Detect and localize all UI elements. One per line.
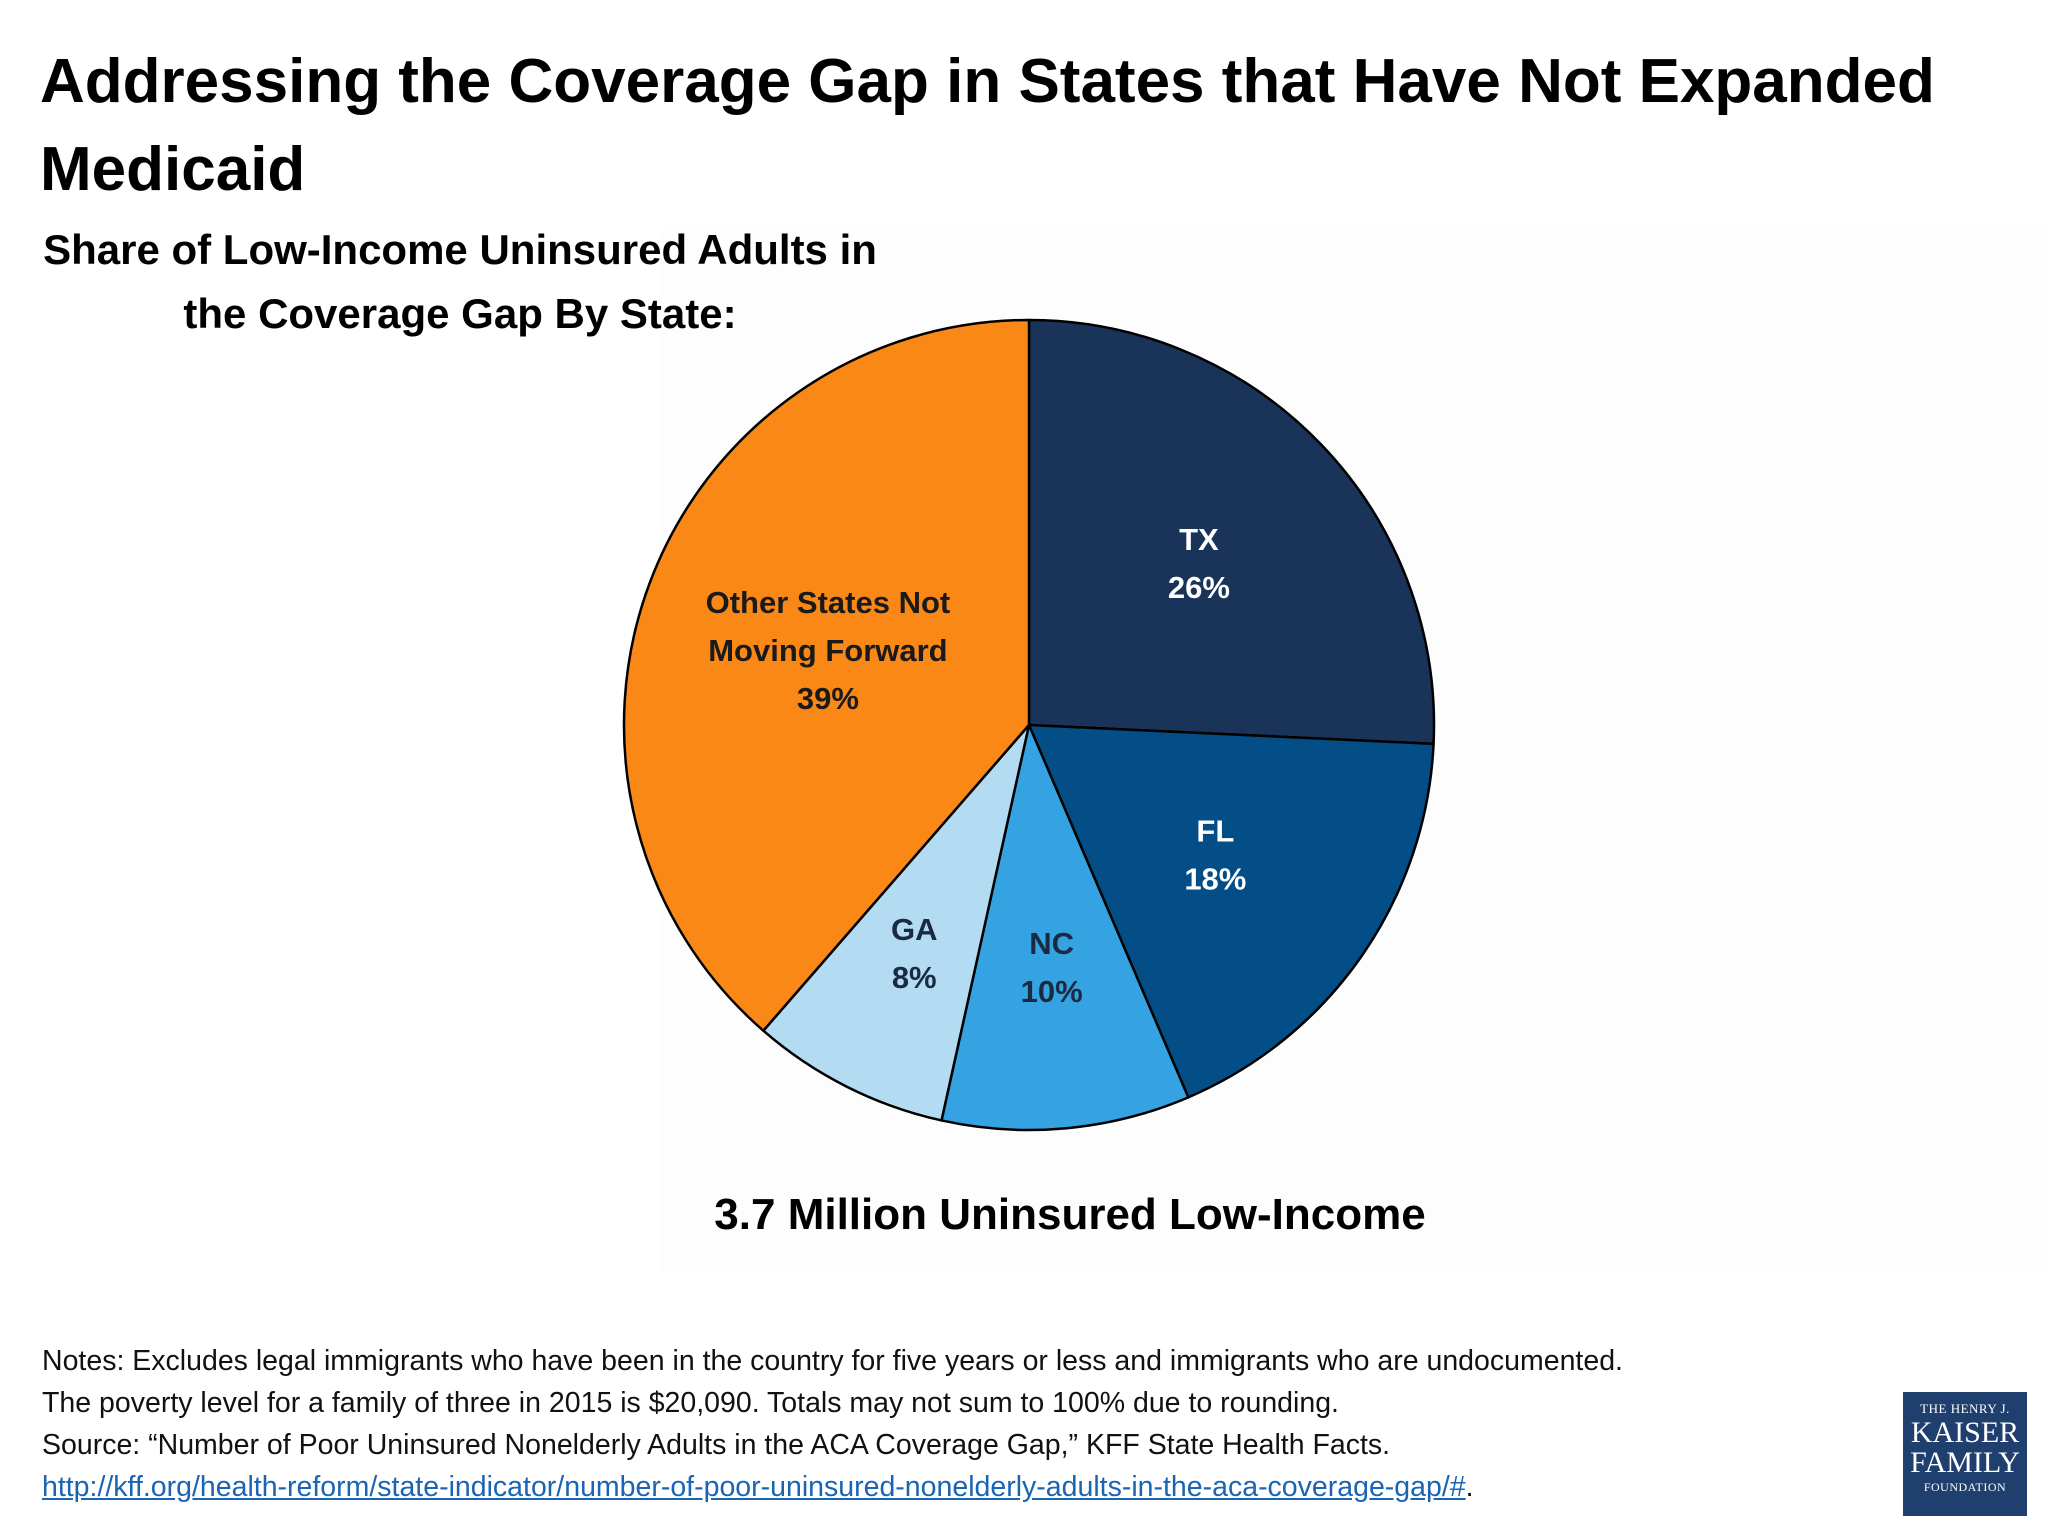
kaiser-family-foundation-logo: THE HENRY J. KAISER FAMILY FOUNDATION bbox=[1903, 1392, 2027, 1516]
logo-line-1: THE HENRY J. bbox=[1920, 1401, 2010, 1416]
source-link-line: http://kff.org/health-reform/state-indic… bbox=[42, 1466, 1902, 1508]
pie-slice-fl bbox=[1027, 723, 1435, 1099]
chart-total-label: 3.7 Million Uninsured Low-Income bbox=[714, 1190, 1426, 1239]
notes-line-1: Notes: Excludes legal immigrants who hav… bbox=[42, 1345, 1623, 1377]
notes-block: Notes: Excludes legal immigrants who hav… bbox=[42, 1340, 1902, 1508]
pie-slices bbox=[622, 318, 1436, 1132]
source-link-suffix: . bbox=[1465, 1471, 1474, 1503]
pie-slice-other-states-not-moving-forward bbox=[622, 318, 1031, 1032]
pie-slice-nc bbox=[940, 723, 1190, 1132]
pie-slice-ga bbox=[762, 723, 1031, 1122]
source-line: Source: “Number of Poor Uninsured Noneld… bbox=[42, 1429, 1391, 1461]
pie-label-ga: GA 8% bbox=[891, 912, 938, 995]
page-title: Addressing the Coverage Gap in States th… bbox=[40, 47, 1935, 204]
logo-line-3: FAMILY bbox=[1910, 1446, 2020, 1479]
pie-label-other-states-not-moving-forward: Other States Not Moving Forward 39% bbox=[706, 585, 951, 716]
pie-slice-tx bbox=[1027, 318, 1436, 746]
pie-label-fl: FL 18% bbox=[1184, 813, 1246, 896]
source-link[interactable]: http://kff.org/health-reform/state-indic… bbox=[42, 1471, 1466, 1503]
pie-label-nc: NC 10% bbox=[1021, 926, 1083, 1009]
pie-labels: TX 26% FL 18% NC 10% GA 8% Other States Not Movin… bbox=[706, 522, 1247, 1009]
pie-label-tx: TX 26% bbox=[1168, 522, 1230, 605]
logo-line-2: KAISER bbox=[1910, 1416, 2020, 1449]
logo-line-4: FOUNDATION bbox=[1923, 1480, 2007, 1494]
notes-line-2: The poverty level for a family of three … bbox=[42, 1387, 1339, 1419]
chart-subtitle: Share of Low-Income Uninsured Adults in … bbox=[43, 226, 877, 337]
